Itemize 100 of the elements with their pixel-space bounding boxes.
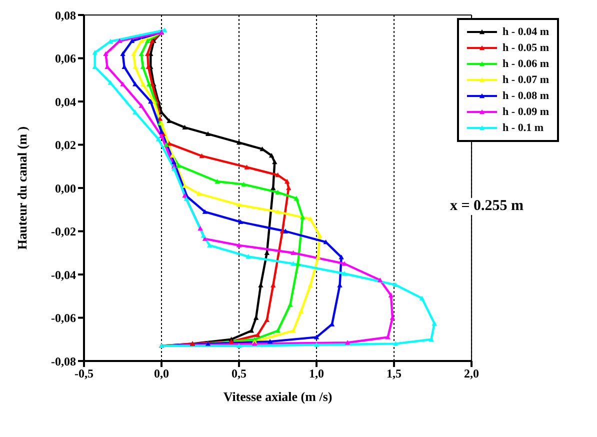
point (294, 196, 299, 200)
point (144, 38, 150, 44)
point (314, 334, 320, 340)
point (275, 190, 280, 194)
point (290, 328, 296, 333)
legend-label: h - 0.05 m (502, 41, 549, 55)
point (214, 178, 220, 184)
x-tick-label: -0,5 (74, 366, 94, 381)
y-tick-label: -0,04 (51, 268, 76, 282)
legend-label: h - 0.09 m (502, 105, 549, 119)
point (131, 51, 136, 56)
point (205, 131, 211, 136)
point (170, 152, 175, 158)
point (92, 50, 98, 55)
x-tick-label: 2,0 (464, 366, 480, 381)
point (338, 254, 344, 260)
point (342, 261, 348, 266)
point (344, 340, 350, 345)
point (129, 38, 135, 44)
point (419, 296, 425, 300)
point (146, 82, 152, 86)
point (164, 142, 169, 147)
y-tick-label: 0,04 (55, 94, 76, 109)
point (198, 226, 203, 231)
legend-label: h - 0.07 m (502, 73, 549, 87)
y-tick-label: 0,06 (55, 52, 76, 66)
point (132, 82, 138, 86)
point (157, 116, 163, 121)
point (162, 28, 168, 32)
point (200, 232, 206, 238)
point (275, 328, 280, 333)
point (236, 242, 242, 248)
point (300, 214, 306, 220)
y-tick-label: -0,02 (51, 224, 76, 239)
point (377, 278, 383, 282)
point (308, 216, 313, 222)
point (392, 341, 398, 346)
point (138, 38, 144, 44)
legend-label: h - 0.1 m (502, 121, 544, 135)
point (290, 261, 296, 266)
x-tick-label: 1,5 (386, 366, 402, 381)
point (342, 271, 348, 276)
point (148, 98, 154, 104)
point (171, 166, 177, 171)
line-series (92, 28, 437, 348)
point (241, 182, 246, 186)
point (264, 250, 270, 255)
point (432, 320, 437, 326)
point (206, 242, 212, 248)
point (275, 209, 280, 214)
point (385, 334, 390, 340)
point (171, 159, 177, 164)
point (158, 134, 164, 138)
point (132, 110, 138, 114)
point (236, 202, 242, 207)
point (298, 308, 304, 314)
point (272, 159, 278, 164)
point (388, 292, 394, 298)
point (314, 342, 320, 347)
point (108, 80, 113, 85)
point (255, 332, 260, 338)
point (140, 82, 146, 86)
point (202, 209, 208, 214)
point (236, 343, 242, 348)
point (317, 232, 322, 238)
point (282, 228, 288, 234)
point (268, 152, 274, 158)
y-tick-label: 0,02 (55, 138, 76, 152)
annotation: x = 0.255 m (448, 198, 526, 215)
point (196, 191, 202, 196)
x-tick-label: 1,0 (309, 366, 324, 381)
point (158, 129, 164, 134)
x-tick-label: 0,0 (154, 366, 170, 381)
x-tick-label: 0,5 (232, 366, 247, 381)
legend-label: h - 0.06 m (502, 57, 549, 71)
point (120, 51, 126, 56)
point (252, 341, 258, 346)
legend-label: h - 0.08 m (502, 89, 549, 103)
point (248, 328, 254, 333)
point (176, 162, 182, 168)
y-tick-label: 0,00 (55, 181, 76, 196)
y-tick-label: -0,08 (51, 354, 76, 368)
point (246, 254, 251, 259)
x-axis-title: Vitesse axiale (m /s) (223, 389, 332, 404)
point (199, 153, 204, 158)
point (120, 82, 126, 86)
point (182, 124, 188, 130)
point (244, 164, 250, 170)
point (103, 51, 108, 56)
point (267, 338, 273, 344)
y-tick-label: -0,06 (51, 311, 76, 326)
point (228, 338, 234, 344)
point (138, 103, 144, 108)
point (156, 136, 162, 142)
y-axis-title: Hauteur du canal (m ) (14, 126, 30, 250)
point (290, 250, 296, 255)
point (284, 178, 290, 184)
point (166, 118, 172, 124)
point (202, 236, 208, 241)
point (238, 219, 244, 224)
